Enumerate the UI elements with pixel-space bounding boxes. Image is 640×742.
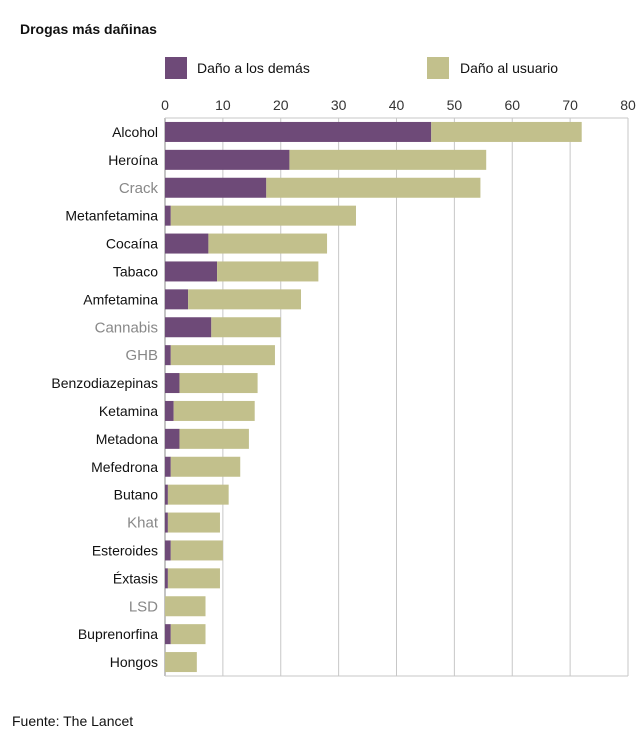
bar-benzodiazepinas-usuario: [179, 373, 258, 394]
bar-butano-otros: [165, 484, 168, 505]
x-tick-label-50: 50: [447, 97, 463, 113]
bar-khat-usuario: [167, 512, 220, 533]
bar-metadona-usuario: [179, 428, 249, 449]
bar-cocaina-otros: [165, 233, 209, 254]
legend-swatch-dano-a-los-demas: [165, 57, 187, 79]
bars: [165, 121, 582, 673]
bar-amfetamina-otros: [165, 289, 189, 310]
bar-ghb-usuario: [170, 345, 275, 366]
legend-label-dano-al-usuario: Daño al usuario: [460, 60, 558, 76]
x-tick-label-0: 0: [161, 97, 169, 113]
category-label-alcohol: Alcohol: [112, 124, 158, 140]
bar-butano-usuario: [167, 484, 229, 505]
bar-tabaco-usuario: [217, 261, 319, 282]
x-axis-ticks: 0 10 20 30 40 50 60 70 80: [161, 97, 636, 113]
bar-heroina-usuario: [289, 149, 487, 170]
legend: Daño a los demás Daño al usuario: [165, 57, 558, 79]
category-label-extasis: Éxtasis: [113, 570, 158, 586]
bar-esteroides-otros: [165, 540, 171, 561]
gridlines: [164, 117, 629, 677]
bar-buprenorfina-usuario: [170, 624, 206, 645]
legend-swatch-dano-al-usuario: [427, 57, 449, 79]
x-tick-label-10: 10: [215, 97, 231, 113]
category-label-cocaina: Cocaína: [106, 236, 158, 252]
category-label-khat: Khat: [127, 515, 159, 532]
category-label-esteroides: Esteroides: [92, 542, 158, 558]
bar-alcohol-usuario: [431, 121, 582, 142]
category-label-metanfetamina: Metanfetamina: [65, 208, 158, 224]
bar-crack-otros: [165, 177, 267, 198]
bar-metadona-otros: [165, 428, 180, 449]
category-label-crack: Crack: [119, 180, 159, 197]
x-tick-label-80: 80: [620, 97, 636, 113]
bar-khat-otros: [165, 512, 168, 533]
category-label-mefedrona: Mefedrona: [91, 459, 158, 475]
category-label-amfetamina: Amfetamina: [83, 291, 158, 307]
bar-metanfetamina-usuario: [170, 205, 356, 226]
category-label-benzodiazepinas: Benzodiazepinas: [51, 375, 158, 391]
x-tick-label-30: 30: [331, 97, 347, 113]
category-label-hongos: Hongos: [110, 654, 158, 670]
x-tick-label-20: 20: [273, 97, 289, 113]
bar-ghb-otros: [165, 345, 171, 366]
category-label-heroina: Heroína: [108, 152, 158, 168]
category-label-tabaco: Tabaco: [113, 263, 158, 279]
x-tick-label-60: 60: [504, 97, 520, 113]
bar-mefedrona-otros: [165, 456, 171, 477]
bar-crack-usuario: [266, 177, 481, 198]
bar-cannabis-otros: [165, 317, 212, 338]
bar-cocaina-usuario: [208, 233, 328, 254]
bar-hongos-usuario: [165, 652, 197, 673]
bar-ketamina-otros: [165, 400, 174, 421]
chart-title: Drogas más dañinas: [20, 21, 157, 37]
x-tick-label-40: 40: [389, 97, 405, 113]
category-labels: Alcohol Heroína Crack Metanfetamina Cocaína T…: [51, 124, 158, 670]
bar-chart: Daño a los demás Daño al usuario 0 10 20 30 4…: [51, 57, 636, 677]
bar-lsd-usuario: [165, 596, 206, 617]
category-label-lsd: LSD: [129, 598, 158, 615]
bar-mefedrona-usuario: [170, 456, 241, 477]
bar-buprenorfina-otros: [165, 624, 171, 645]
category-label-buprenorfina: Buprenorfina: [78, 626, 158, 642]
legend-label-dano-a-los-demas: Daño a los demás: [197, 60, 310, 76]
bar-benzodiazepinas-otros: [165, 373, 180, 394]
bar-esteroides-usuario: [170, 540, 223, 561]
bar-amfetamina-usuario: [188, 289, 302, 310]
bar-alcohol-otros: [165, 121, 432, 142]
bar-ketamina-usuario: [173, 400, 255, 421]
category-label-ketamina: Ketamina: [99, 403, 158, 419]
bar-heroina-otros: [165, 149, 290, 170]
bar-metanfetamina-otros: [165, 205, 171, 226]
bar-cannabis-usuario: [211, 317, 281, 338]
bar-extasis-otros: [165, 568, 168, 589]
category-label-butano: Butano: [114, 487, 159, 503]
bar-extasis-usuario: [167, 568, 220, 589]
source-note: Fuente: The Lancet: [12, 713, 134, 729]
category-label-ghb: GHB: [125, 347, 158, 364]
category-label-cannabis: Cannabis: [95, 319, 158, 336]
x-tick-label-70: 70: [562, 97, 578, 113]
bar-tabaco-otros: [165, 261, 218, 282]
category-label-metadona: Metadona: [96, 431, 158, 447]
